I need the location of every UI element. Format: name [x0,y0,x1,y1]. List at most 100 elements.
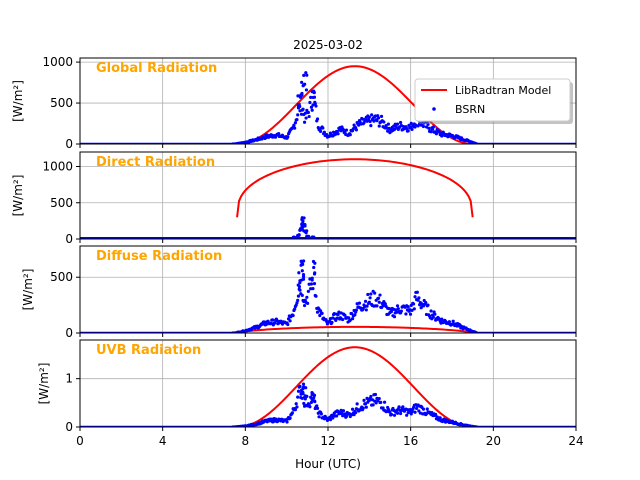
x-tick-label: 4 [159,434,167,448]
bsrn-point [386,122,390,126]
bsrn-point [408,125,413,129]
bsrn-point [447,320,451,324]
bsrn-point [350,407,355,411]
bsrn-point [296,94,300,98]
bsrn-point [311,235,315,239]
panel-title: Direct Radiation [96,155,215,170]
bsrn-point [411,302,416,306]
bsrn-point [377,300,381,304]
bsrn-point [292,123,296,127]
bsrn-point [306,289,310,293]
bsrn-point [375,119,379,123]
bsrn-point [350,317,355,321]
bsrn-point [438,416,442,420]
bsrn-point [376,296,381,300]
bsrn-point [389,309,394,314]
x-tick-label: 24 [568,434,583,448]
bsrn-point [294,402,298,406]
y-tick-label: 0 [65,420,73,434]
bsrn-point [298,288,302,292]
panel-2: 0 500 1000 [W/m²] Direct Radiation [11,151,577,246]
bsrn-point [295,405,299,409]
bsrn-point [378,293,382,297]
bsrn-point [366,292,370,297]
bsrn-point [362,398,366,402]
bsrn-point [262,320,266,324]
bsrn-point [392,413,397,417]
legend: LibRadtran Model BSRN [414,78,573,124]
bsrn-point [371,403,375,407]
bsrn-point [398,120,403,125]
bsrn-point [377,396,381,401]
bsrn-point [340,411,344,415]
bsrn-point [421,407,426,411]
bsrn-point [307,282,311,286]
bsrn-point [303,82,307,86]
bsrn-point [385,409,389,414]
bsrn-point [373,392,378,397]
bsrn-point [322,130,326,134]
bsrn-point [301,107,305,111]
y-axis-label: [W/m²] [21,269,35,311]
bsrn-point [313,400,317,404]
bsrn-point [354,128,358,132]
bsrn-point [296,389,301,393]
x-tick-label: 0 [76,434,84,448]
bsrn-point [305,229,309,233]
bsrn-point [296,294,301,298]
bsrn-point [302,120,307,124]
bsrn-point [368,119,372,124]
legend-bsrn-swatch [432,107,436,111]
bsrn-point [320,311,324,315]
x-tick-label: 16 [403,434,418,448]
bsrn-point [392,127,397,131]
bsrn-point [373,291,377,295]
bsrn-point [364,405,368,409]
bsrn-point [341,317,345,322]
bsrn-point [376,116,381,120]
y-tick-label: 1000 [42,160,73,174]
bsrn-point [343,412,347,416]
bsrn-point [296,298,300,302]
bsrn-point [397,405,401,409]
bsrn-point [315,406,320,410]
bsrn-point [369,394,373,399]
x-axis-label: Hour (UTC) [295,457,361,471]
panel-title: Diffuse Radiation [96,249,222,264]
bsrn-point [303,395,307,399]
bsrn-point [405,126,409,131]
x-tick-label: 12 [320,434,335,448]
bsrn-point [302,401,306,406]
bsrn-point [318,129,323,133]
bsrn-point [440,134,444,138]
bsrn-point [286,135,290,139]
bsrn-point [425,407,429,411]
bsrn-point [399,309,403,313]
bsrn-point [290,411,294,415]
bsrn-point [383,302,387,306]
bsrn-point [312,265,316,270]
bsrn-point [388,410,392,414]
bsrn-point [369,124,373,128]
bsrn-point [304,88,309,92]
bsrn-point [307,114,311,119]
y-tick-label: 500 [50,270,73,284]
bsrn-point [431,315,435,319]
bsrn-point [300,269,304,273]
y-tick-label: 500 [50,196,73,210]
bsrn-point [328,131,333,135]
y-tick-label: 500 [50,96,73,110]
bsrn-point [408,312,413,316]
bsrn-point [300,80,304,84]
bsrn-point [301,382,306,386]
bsrn-point [302,303,307,308]
bsrn-point [354,308,358,312]
bsrn-point [395,122,400,126]
bsrn-point [313,100,317,104]
bsrn-point [386,129,390,133]
bsrn-point [310,89,314,94]
bsrn-point [301,387,305,391]
bsrn-point [296,233,300,238]
bsrn-point [375,304,379,308]
